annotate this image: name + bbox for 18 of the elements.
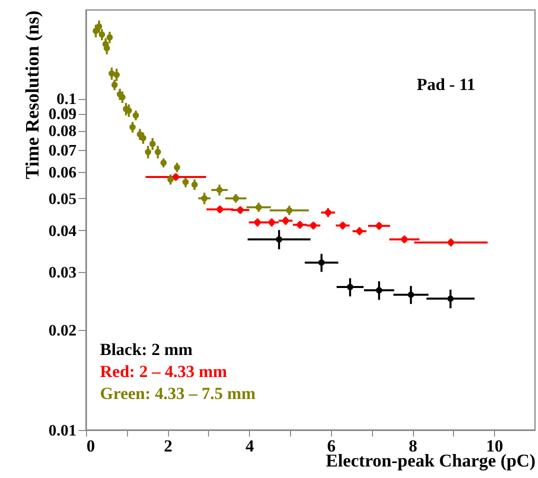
- y-tick-label: 0.01: [48, 422, 76, 440]
- y-tick-label: 0.04: [48, 222, 76, 240]
- x-tick-label: 4: [246, 436, 255, 456]
- y-tick-label: 0.03: [48, 264, 76, 282]
- y-tick-label: 0.09: [48, 106, 76, 124]
- text: Red: 2 – 4.33 mm: [100, 362, 228, 381]
- x-tick-label: 0: [86, 436, 95, 456]
- y-axis-title: Time Resolution (ns): [22, 10, 44, 180]
- text: Black: 2 mm: [100, 340, 193, 359]
- y-tick-label: 0.08: [48, 123, 76, 140]
- x-tick-label: 2: [164, 436, 172, 456]
- y-tick-label: 0.06: [48, 164, 76, 182]
- y-tick-label: 0.1: [56, 91, 76, 108]
- y-tick-label: 0.07: [48, 142, 76, 160]
- y-tick-label: 0.05: [48, 190, 76, 208]
- annotation: Pad - 11: [416, 75, 476, 94]
- text: Green: 4.33 – 7.5 mm: [100, 384, 256, 403]
- y-tick-label: 0.02: [48, 322, 76, 340]
